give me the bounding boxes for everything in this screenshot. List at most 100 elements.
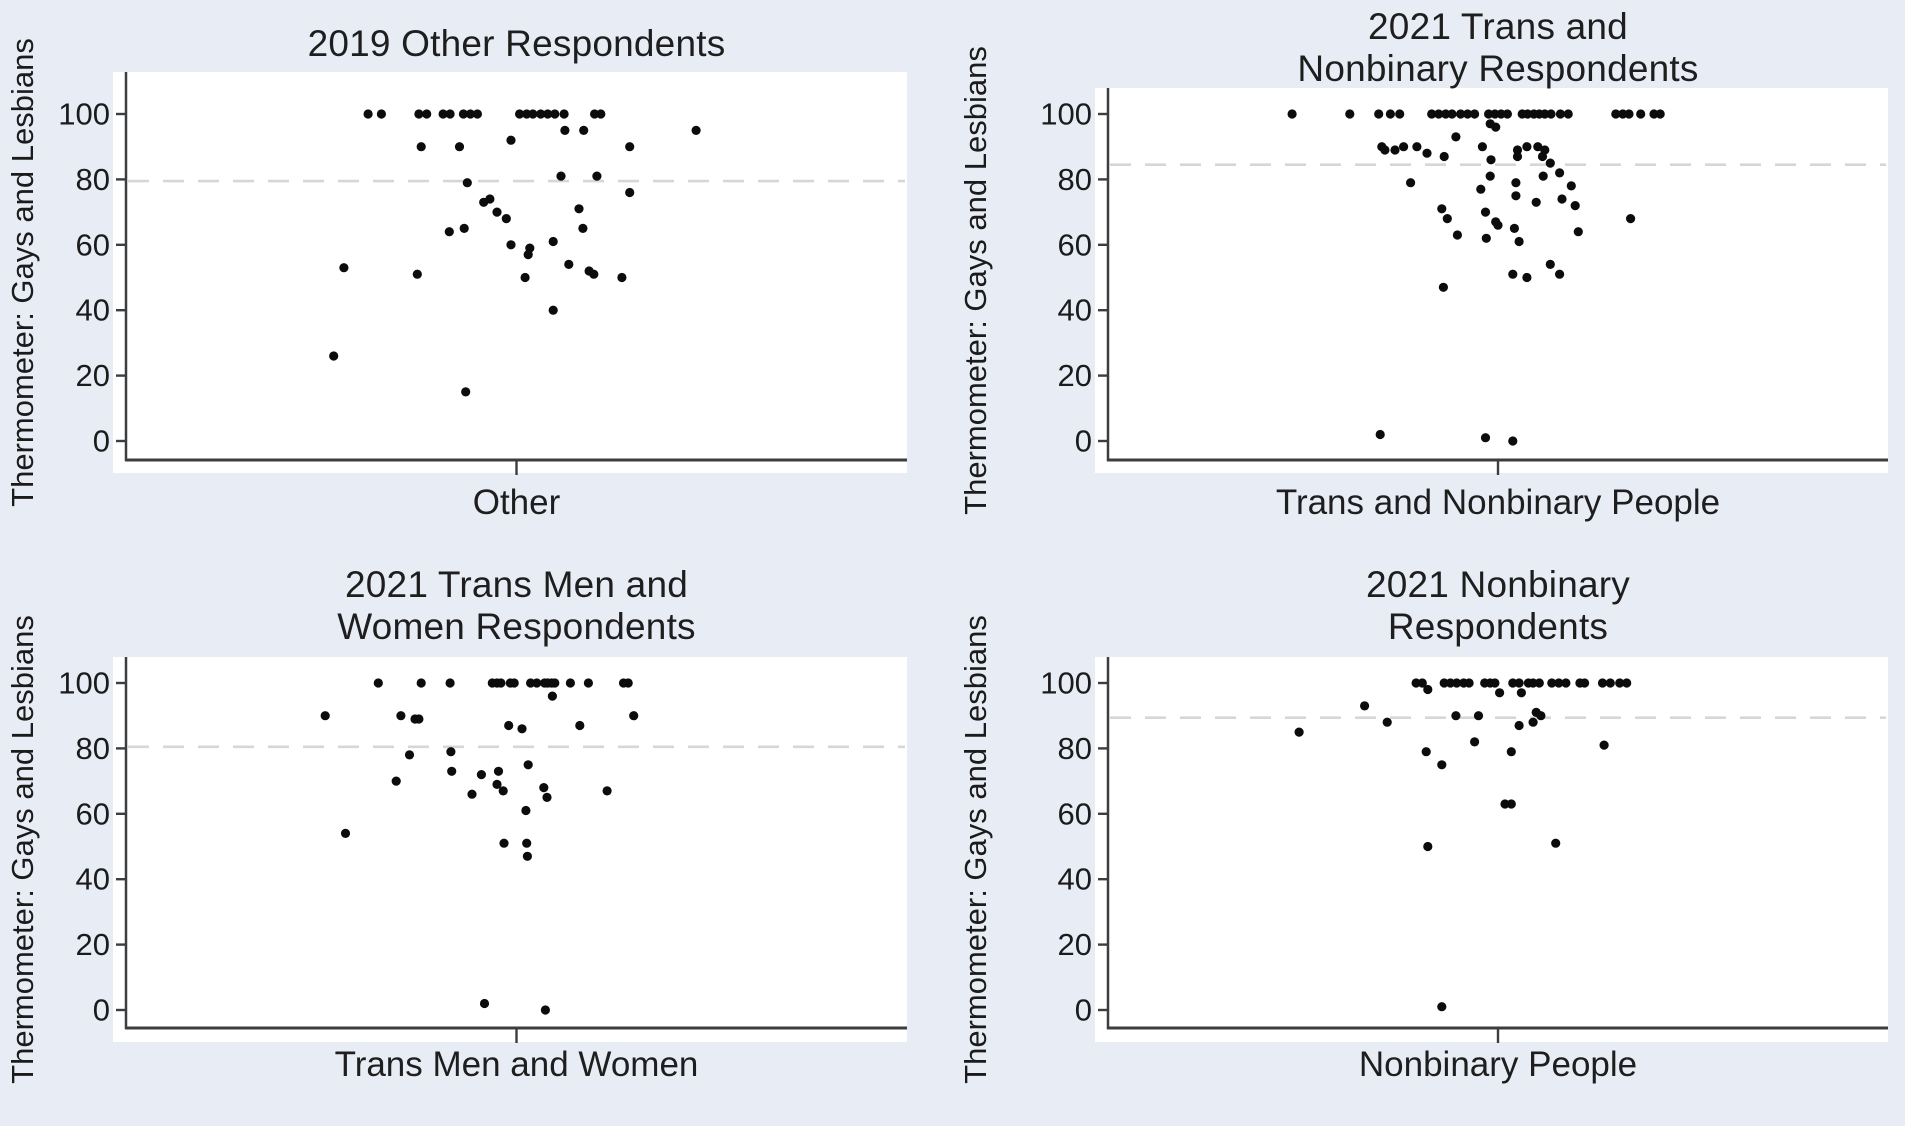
data-point (1573, 227, 1583, 237)
y-axis-label: Thermometer: Gays and Lesbians (5, 615, 40, 1084)
data-point (575, 720, 585, 731)
data-point (1563, 109, 1573, 119)
data-point (556, 171, 566, 181)
data-point (1655, 109, 1665, 119)
data-point (1523, 109, 1533, 119)
data-point (1511, 178, 1521, 188)
data-point (1382, 717, 1392, 727)
data-point (1437, 760, 1447, 770)
data-point (1580, 678, 1590, 688)
data-point (1442, 214, 1452, 224)
data-point (1464, 678, 1474, 688)
data-point (1536, 711, 1546, 721)
data-point (1502, 109, 1512, 119)
data-point (596, 109, 606, 119)
data-point (1636, 109, 1646, 119)
data-point (1555, 109, 1565, 119)
y-tick-label: 40 (1058, 862, 1092, 897)
data-point (550, 678, 560, 688)
data-point (1615, 678, 1625, 688)
data-point (1545, 259, 1555, 269)
data-point (1624, 109, 1634, 119)
data-point (550, 109, 560, 119)
data-point (1375, 429, 1385, 440)
data-point (1470, 737, 1480, 747)
data-point (459, 223, 469, 233)
y-tick-label: 0 (93, 993, 110, 1028)
data-point (1611, 109, 1621, 119)
data-point (1511, 191, 1521, 201)
data-point (520, 272, 530, 283)
data-point (1463, 109, 1473, 119)
y-tick-label: 60 (1058, 796, 1092, 831)
data-point (1512, 145, 1523, 155)
data-point (1374, 109, 1384, 119)
data-point (523, 760, 533, 770)
y-tick-label: 100 (58, 97, 110, 132)
data-point (1528, 717, 1538, 727)
data-point (1395, 109, 1405, 119)
data-point (373, 678, 383, 688)
data-point (1417, 678, 1427, 688)
y-tick-label: 100 (58, 666, 110, 701)
data-point (617, 272, 627, 283)
data-point (559, 109, 569, 119)
data-point (528, 109, 538, 119)
data-point (1512, 151, 1523, 162)
y-tick-label: 80 (1058, 162, 1092, 197)
data-point (498, 786, 508, 796)
data-point (492, 779, 502, 789)
data-point (1605, 678, 1615, 688)
data-point (1566, 181, 1576, 191)
x-axis-label: Trans and Nonbinary People (1275, 483, 1721, 522)
y-axis-label: Thermometer: Gays and Lesbians (958, 46, 993, 515)
data-point (445, 678, 455, 688)
data-point (560, 125, 570, 135)
y-tick-label: 0 (1075, 993, 1092, 1028)
data-point (476, 770, 486, 780)
y-tick-label: 60 (1058, 227, 1092, 262)
plot-background (113, 657, 907, 1042)
data-point (412, 269, 422, 279)
x-axis-label: Other (472, 483, 561, 522)
data-point (1423, 684, 1433, 695)
data-point (1480, 433, 1491, 443)
data-point (1514, 236, 1524, 247)
data-point (691, 125, 701, 135)
data-point (564, 259, 574, 269)
x-axis-label: Trans Men and Women (334, 1045, 699, 1084)
data-point (1554, 678, 1564, 688)
data-point (339, 263, 349, 273)
data-point (320, 711, 330, 721)
data-point (447, 766, 457, 776)
x-axis-label: Nonbinary People (1358, 1045, 1638, 1084)
data-point (602, 786, 612, 796)
data-point (1287, 109, 1297, 119)
data-point (1421, 747, 1431, 757)
data-point (1514, 678, 1524, 688)
data-point (492, 207, 502, 217)
data-point (521, 805, 531, 816)
data-point (414, 714, 424, 724)
data-point (1480, 207, 1491, 217)
data-point (1506, 799, 1516, 809)
data-point (1537, 151, 1548, 162)
data-point (625, 187, 635, 198)
data-point (1538, 171, 1548, 181)
data-point (501, 214, 511, 224)
data-point (536, 109, 546, 119)
data-point (414, 109, 424, 119)
panel-title: 2021 Trans Men and Women Respondents (337, 564, 696, 647)
plot-area: 0 20 40 60 80 100 (58, 72, 907, 475)
data-point (1508, 269, 1518, 279)
data-point (540, 1005, 551, 1015)
y-tick-label: 20 (1058, 927, 1092, 962)
plot-area: 0 20 40 60 80 100 (58, 657, 907, 1043)
plot-background (1095, 88, 1888, 473)
data-point (1437, 204, 1447, 214)
data-point (1476, 184, 1486, 194)
panel-2019-other-respondents: 0 20 40 60 80 100 Thermometer: Gays and Lesbi… (0, 0, 952, 553)
y-tick-label: 40 (1058, 293, 1092, 328)
data-point (522, 838, 532, 848)
